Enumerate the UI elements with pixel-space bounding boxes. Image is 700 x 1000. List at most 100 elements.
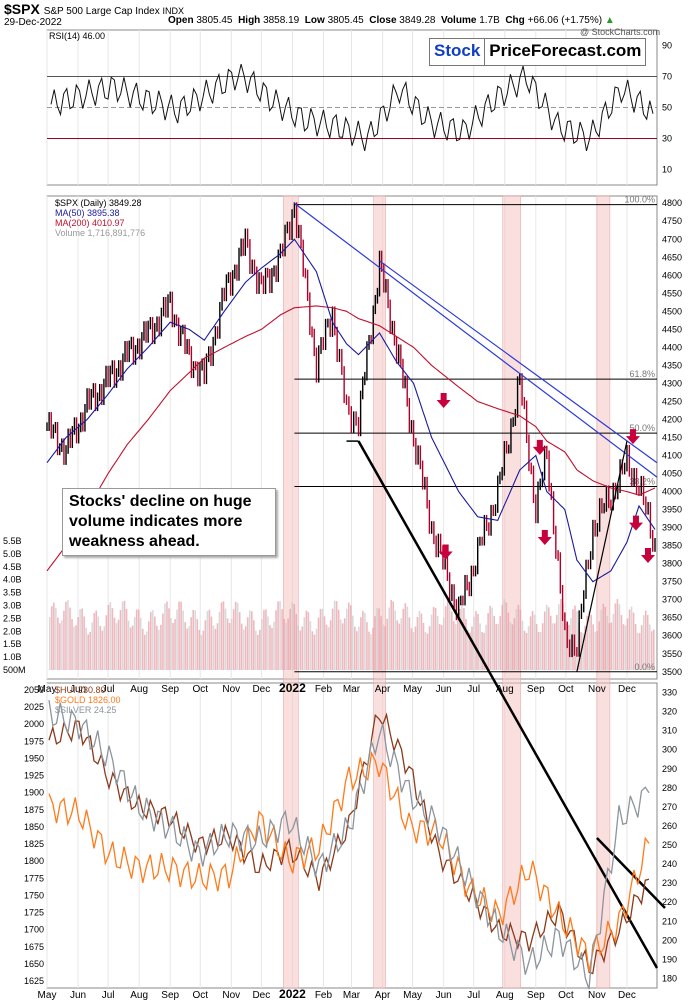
volume-bar [608,623,611,670]
volume-bar [362,610,364,670]
volume-bar [244,626,247,670]
volume-bar [636,632,639,670]
volume-bar [186,628,188,670]
volume-bar [372,627,374,670]
ma200-line [46,305,656,572]
volume-bar [517,604,520,670]
spx-x-label: Feb [315,684,333,695]
spx-tick-label: 4100 [662,451,682,461]
metals-left-tick: 1700 [24,925,44,935]
volume-bar [467,629,469,670]
volume-bar [107,604,110,670]
volume-bar [121,601,124,670]
spx-tick-label: 3900 [662,523,682,533]
volume-bar [206,611,209,670]
volume-bar [89,631,91,670]
volume-bar [321,608,324,670]
volume-bar [65,601,67,670]
metals-right-tick: 200 [662,935,677,945]
rsi-line [50,63,654,152]
volume-bar [650,631,653,670]
metals-right-tick: 240 [662,859,677,869]
spx-x-label: Jun [70,684,86,695]
volume-bar [511,624,514,670]
volume-bar [323,616,326,670]
volume-bar [141,628,144,670]
volume-bar [493,615,495,670]
metals-x-label: Sep [527,990,545,1000]
metals-left-tick: 1750 [24,890,44,900]
metals-x-label: Nov [588,990,606,1000]
volume-bar [259,629,261,670]
volume-bar [394,610,397,670]
metals-left-tick: 1875 [24,805,44,815]
spx-x-label: Jul [102,684,115,695]
spx-x-label: Sep [161,684,179,695]
spx-x-label: May [38,684,57,695]
volume-bar [459,608,461,670]
volume-bar [642,615,645,670]
spx-x-label: Aug [496,684,514,695]
volume-tick-label: 1.5B [3,639,22,649]
volume-bar [99,625,102,670]
metals-series-line [48,700,650,990]
arrow-marker [532,439,547,455]
volume-bar [545,604,548,670]
volume-bar [457,618,459,670]
volume-bar [519,609,522,670]
volume-bar [303,617,306,670]
volume-bar [455,623,457,670]
spx-tick-label: 3800 [662,559,682,569]
volume-bar [226,618,229,670]
volume-bar [408,617,411,670]
highlight-band [502,195,522,989]
volume-bar [404,603,407,670]
volume-bar [537,631,540,670]
spx-tick-label: 3500 [662,667,682,677]
spx-tick-label: 3700 [662,595,682,605]
volume-bar [487,613,489,670]
metals-left-tick: 1800 [24,856,44,866]
volume-bar [343,618,346,670]
volume-bar [125,609,128,670]
header-exchange: INDX [162,6,185,16]
volume-bar [154,616,156,670]
metals-left-tick: 1825 [24,839,44,849]
spx-tick-label: 3600 [662,631,682,641]
volume-bar [236,602,239,670]
volume-bar [469,632,471,670]
volume-bar [293,603,296,670]
volume-bar [329,620,332,670]
metals-left-tick: 1675 [24,942,44,952]
volume-bar [93,612,96,670]
volume-bar [85,627,87,670]
metals-left-tick: 1625 [24,976,44,986]
metals-x-label: Dec [618,990,636,1000]
volume-bar [317,617,320,670]
volume-bar [331,608,334,670]
volume-bar [529,616,532,670]
volume-bar [315,628,318,670]
volume-bar [162,613,164,670]
volume-bar [434,608,437,670]
spx-tick-label: 4700 [662,234,682,244]
metals-right-tick: 210 [662,916,677,926]
arrow-marker [640,548,655,564]
volume-bar [652,629,655,670]
volume-bar [335,601,338,670]
volume-bar [218,611,221,670]
volume-bar [535,623,538,670]
volume-bar [150,612,152,670]
volume-bar [543,611,546,670]
metals-left-tick: 2000 [24,719,44,729]
fib-label: 61.8% [629,369,655,379]
volume-bar [513,618,516,670]
volume-bar [240,623,243,670]
volume-bar [196,619,199,670]
volume-bar [414,626,417,670]
volume-bar [204,620,207,670]
volume-bar [412,631,415,670]
volume-bar [212,625,215,670]
volume-tick-label: 2.5B [3,613,22,623]
volume-bar [612,613,615,670]
